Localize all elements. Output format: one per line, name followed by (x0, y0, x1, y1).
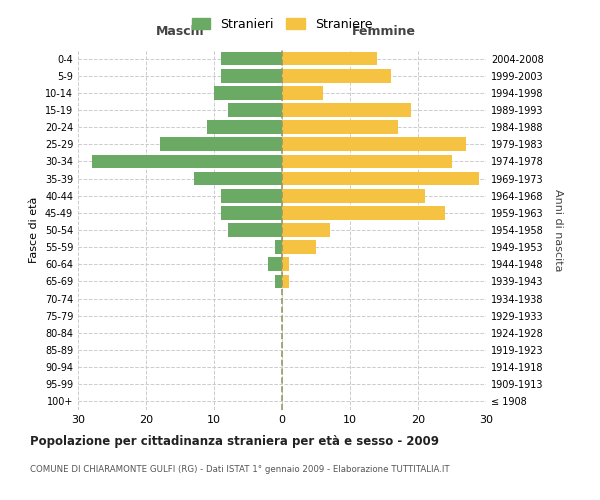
Bar (282, 120, 398, 134)
Bar (282, 240, 316, 254)
Bar (282, 274, 289, 288)
Bar (221, 52, 282, 66)
Bar (282, 69, 391, 82)
Bar (194, 172, 282, 185)
Bar (275, 274, 282, 288)
Bar (160, 138, 282, 151)
Bar (282, 206, 445, 220)
Bar (282, 86, 323, 100)
Bar (282, 223, 329, 237)
Bar (282, 189, 425, 202)
Legend: Stranieri, Straniere: Stranieri, Straniere (187, 13, 377, 36)
Bar (282, 103, 411, 117)
Bar (282, 154, 452, 168)
Text: Femmine: Femmine (352, 25, 416, 38)
Text: COMUNE DI CHIARAMONTE GULFI (RG) - Dati ISTAT 1° gennaio 2009 - Elaborazione TUT: COMUNE DI CHIARAMONTE GULFI (RG) - Dati … (30, 465, 449, 474)
Text: Popolazione per cittadinanza straniera per età e sesso - 2009: Popolazione per cittadinanza straniera p… (30, 435, 439, 448)
Bar (282, 258, 289, 271)
Bar (275, 240, 282, 254)
Bar (221, 206, 282, 220)
Bar (268, 258, 282, 271)
Bar (214, 86, 282, 100)
Bar (282, 172, 479, 185)
Bar (282, 52, 377, 66)
Bar (282, 138, 466, 151)
Text: Maschi: Maschi (155, 25, 205, 38)
Bar (221, 189, 282, 202)
Bar (92, 154, 282, 168)
Bar (207, 120, 282, 134)
Bar (227, 223, 282, 237)
Bar (227, 103, 282, 117)
Y-axis label: Fasce di età: Fasce di età (29, 197, 39, 263)
Bar (221, 69, 282, 82)
Y-axis label: Anni di nascita: Anni di nascita (553, 188, 563, 271)
